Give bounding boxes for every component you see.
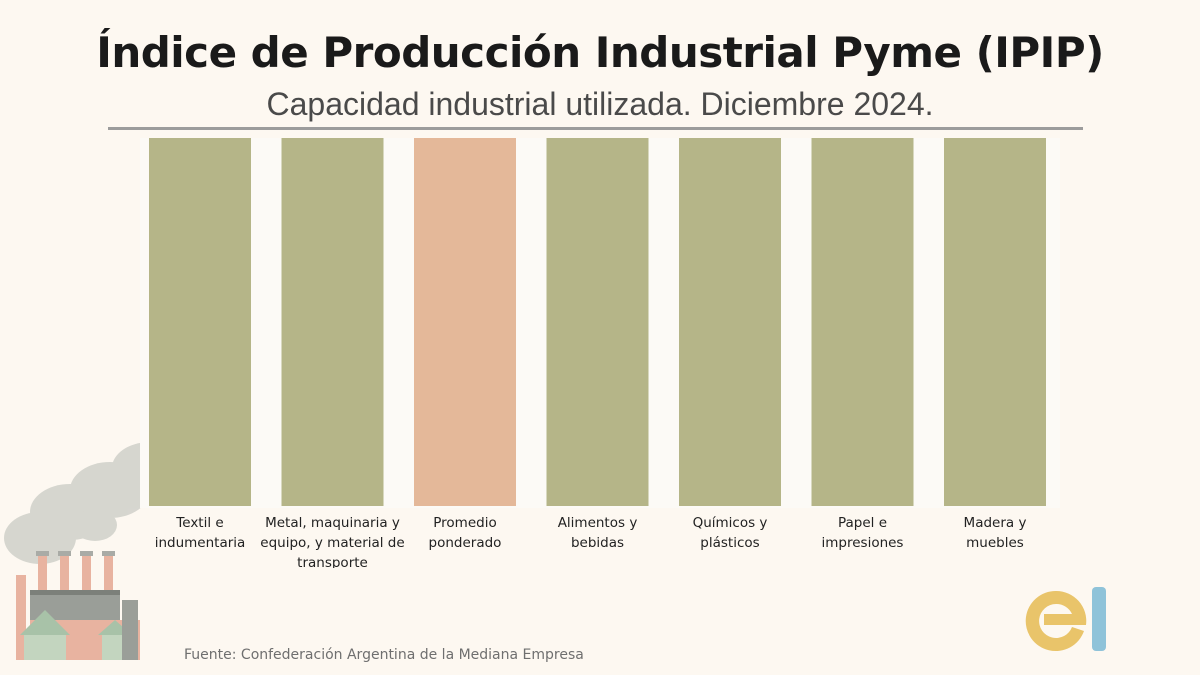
category-label-1: Textil e indumentaria [155,515,246,551]
bar-5 [679,138,781,506]
factory-smoke-icon [4,420,232,660]
bar-2 [281,138,384,507]
category-label-3: Promedio ponderado [429,515,502,551]
bar-chart: 59,6%Textil eindumentaria60,8%Metal, maq… [149,138,1046,568]
category-label-2: Metal, maquinaria y equipo, y material de… [260,515,404,568]
bar-1 [149,138,251,506]
bar-6 [811,138,914,507]
bar-4 [546,138,649,507]
bar-7 [944,138,1046,506]
bar-3 [414,138,516,507]
ej-logo-icon [1025,587,1106,651]
chart-title: Índice de Producción Industrial Pyme (IP… [96,28,1104,77]
category-label-7: Madera y muebles [964,515,1027,551]
title-divider [108,127,1083,130]
chart-subtitle: Capacidad industrial utilizada. Diciembr… [266,86,934,122]
chart-plot-area: 59,6%Textil eindumentaria60,8%Metal, maq… [140,138,1060,568]
category-label-6: Papel e impresiones [822,515,904,551]
category-label-5: Químicos y plásticos [693,515,768,551]
source-note: Fuente: Confederación Argentina de la Me… [184,647,584,663]
category-label-4: Alimentos y bebidas [558,515,638,551]
